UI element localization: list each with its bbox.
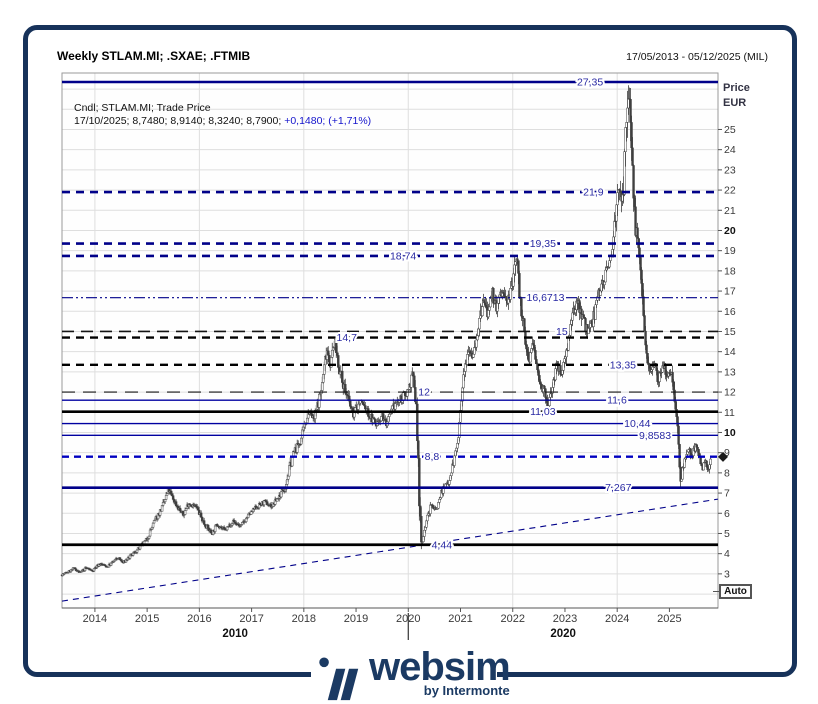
legend-ohlc: 17/10/2025; 8,7480; 8,9140; 8,3240; 8,79… — [74, 114, 285, 127]
svg-text:15: 15 — [724, 326, 736, 338]
svg-text:11,6: 11,6 — [607, 395, 627, 407]
svg-text:21: 21 — [724, 205, 736, 217]
price-axis-title-line2: EUR — [723, 97, 747, 109]
svg-text:24: 24 — [724, 144, 736, 156]
svg-text:2022: 2022 — [500, 613, 524, 625]
legend-series-line: Cndl; STLAM.MI; Trade Price — [74, 102, 211, 114]
svg-text:19,35: 19,35 — [530, 238, 556, 250]
svg-text:12: 12 — [418, 387, 430, 399]
websim-logo-icon — [319, 657, 359, 701]
svg-text:10: 10 — [724, 427, 736, 439]
websim-wordmark: websim — [369, 645, 511, 689]
svg-text:7: 7 — [724, 488, 730, 500]
svg-text:27,35: 27,35 — [577, 77, 603, 89]
svg-text:20: 20 — [724, 225, 736, 237]
svg-text:11: 11 — [724, 407, 735, 419]
svg-text:8,8: 8,8 — [425, 451, 440, 463]
svg-text:5: 5 — [724, 528, 730, 540]
date-range-label: 17/05/2013 - 05/12/2025 (MIL) — [626, 51, 768, 63]
svg-text:23: 23 — [724, 164, 736, 176]
websim-byline: by Intermonte — [423, 683, 510, 698]
svg-text:2024: 2024 — [605, 613, 629, 625]
legend-values-line: 17/10/2025; 8,7480; 8,9140; 8,3240; 8,79… — [74, 115, 371, 128]
svg-text:11,03: 11,03 — [530, 406, 556, 418]
svg-text:14,7: 14,7 — [336, 332, 357, 344]
svg-text:19: 19 — [724, 245, 736, 257]
svg-text:3: 3 — [724, 568, 730, 580]
svg-text:7,267: 7,267 — [605, 482, 631, 494]
svg-text:16: 16 — [724, 306, 736, 318]
chart-title: Weekly STLAM.MI; .SXAE; .FTMIB — [57, 49, 251, 63]
websim-logo: websim by Intermonte — [313, 645, 511, 702]
svg-text:13: 13 — [724, 366, 736, 378]
svg-text:2015: 2015 — [135, 613, 159, 625]
svg-text:18,74: 18,74 — [390, 250, 416, 262]
svg-text:10,44: 10,44 — [624, 418, 650, 430]
svg-text:2021: 2021 — [448, 613, 472, 625]
svg-text:2017: 2017 — [239, 613, 263, 625]
svg-text:2025: 2025 — [657, 613, 681, 625]
auto-button[interactable]: Auto — [719, 584, 752, 599]
svg-text:2010: 2010 — [222, 628, 248, 640]
svg-text:18: 18 — [724, 265, 736, 277]
svg-text:2019: 2019 — [344, 613, 368, 625]
svg-text:22: 22 — [724, 185, 736, 197]
svg-text:6: 6 — [724, 508, 730, 520]
legend: Cndl; STLAM.MI; Trade Price 17/10/2025; … — [74, 102, 371, 127]
svg-text:2023: 2023 — [553, 613, 577, 625]
svg-text:14: 14 — [724, 346, 736, 358]
svg-text:25: 25 — [724, 124, 736, 136]
svg-text:4: 4 — [724, 548, 730, 560]
svg-text:12: 12 — [724, 387, 736, 399]
svg-text:2016: 2016 — [187, 613, 211, 625]
svg-text:2014: 2014 — [83, 613, 107, 625]
svg-text:15: 15 — [556, 326, 568, 338]
price-axis-title: Price EUR — [723, 81, 750, 111]
svg-text:9,8583: 9,8583 — [639, 430, 671, 442]
svg-text:4,44: 4,44 — [432, 539, 453, 551]
svg-text:2018: 2018 — [292, 613, 316, 625]
svg-text:16,6713: 16,6713 — [526, 292, 564, 304]
svg-text:2020: 2020 — [550, 628, 576, 640]
logo-background — [311, 663, 497, 681]
svg-text:8: 8 — [724, 467, 730, 479]
svg-text:13,35: 13,35 — [610, 359, 636, 371]
svg-text:9: 9 — [724, 447, 730, 459]
price-axis-title-line1: Price — [723, 82, 750, 94]
legend-change: +0,1480; (+1,71%) — [284, 114, 372, 127]
svg-text:17: 17 — [724, 286, 736, 298]
svg-text:21,9: 21,9 — [583, 187, 604, 199]
